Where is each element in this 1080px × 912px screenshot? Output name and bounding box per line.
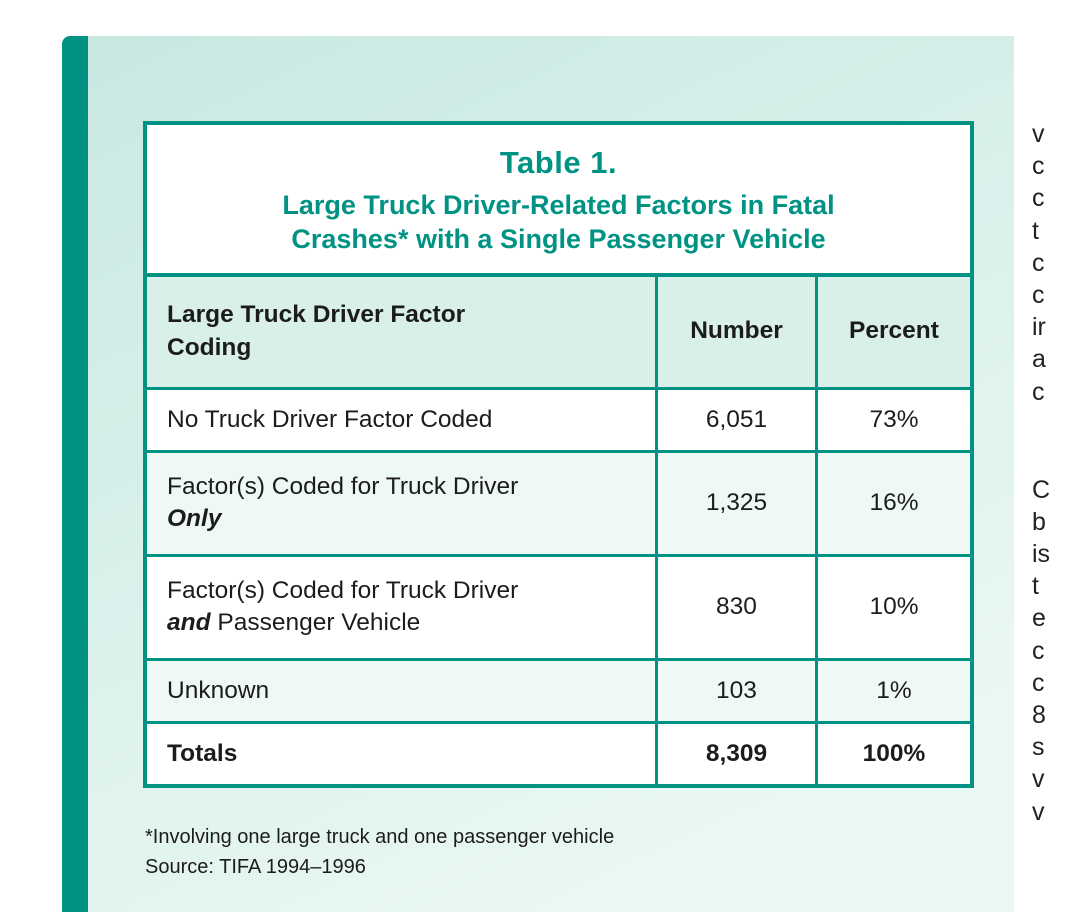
clipped-text-line: v (1032, 765, 1045, 794)
cell-percent: 10% (815, 556, 970, 658)
cell-factor: Factor(s) Coded for Truck Driver and Pas… (147, 557, 655, 658)
clipped-text-line: c (1032, 636, 1045, 665)
cell-number: 103 (655, 660, 815, 722)
cell-percent: 73% (815, 389, 970, 450)
cell-factor-text: Factor(s) Coded for Truck Driver (167, 473, 519, 500)
cell-percent: 1% (815, 660, 970, 722)
cell-number: 1,325 (655, 452, 815, 554)
clipped-text-block: v c c t c c ir a c (1032, 118, 1080, 408)
table-subtitle-line1: Large Truck Driver-Related Factors in Fa… (282, 190, 835, 220)
column-header-factor: Large Truck Driver Factor Coding (147, 277, 655, 387)
table-row: No Truck Driver Factor Coded 6,051 73% (147, 386, 970, 450)
cell-number: 6,051 (655, 389, 815, 450)
table-1: Table 1. Large Truck Driver-Related Fact… (143, 121, 974, 789)
cell-factor-emphasis: and (167, 609, 211, 637)
clipped-text-block: C b is t e c c 8 s v v (1032, 474, 1080, 828)
table-footnotes: *Involving one large truck and one passe… (145, 822, 614, 882)
table-subtitle: Large Truck Driver-Related Factors in Fa… (171, 189, 946, 257)
clipped-text-line: e (1032, 604, 1046, 633)
clipped-text-column: v c c t c c ir a c C b is t e c c 8 s v … (1032, 118, 1080, 828)
cell-factor-text: Factor(s) Coded for Truck Driver (167, 577, 519, 604)
clipped-text-line: t (1032, 216, 1039, 245)
cell-factor-emphasis: Only (167, 505, 222, 533)
table-header-row: Large Truck Driver Factor Coding Number … (147, 276, 970, 387)
footnote-source: Source: TIFA 1994–1996 (145, 856, 366, 878)
clipped-text-line: ir (1032, 313, 1046, 342)
cell-percent: 16% (815, 452, 970, 554)
cell-factor: Factor(s) Coded for Truck Driver Only (147, 453, 655, 554)
table-title: Table 1. (499, 145, 618, 180)
table-row: Factor(s) Coded for Truck Driver and Pas… (147, 553, 970, 658)
clipped-text-line: t (1032, 572, 1039, 601)
clipped-text-line: C (1032, 475, 1051, 504)
clipped-text-line: a (1032, 345, 1046, 374)
cell-totals-percent: 100% (815, 724, 970, 785)
column-header-number: Number (655, 276, 815, 387)
table-title-block: Table 1. Large Truck Driver-Related Fact… (147, 125, 970, 277)
clipped-text-line: c (1032, 668, 1045, 697)
table-row: Factor(s) Coded for Truck Driver Only 1,… (147, 449, 970, 554)
column-header-factor-line2: Coding (167, 333, 252, 361)
cell-factor: No Truck Driver Factor Coded (167, 405, 493, 433)
cell-totals-label: Totals (167, 740, 238, 768)
cell-totals-number: 8,309 (655, 724, 815, 785)
content-panel: Table 1. Large Truck Driver-Related Fact… (88, 36, 1014, 912)
table-totals-row: Totals 8,309 100% (147, 721, 970, 785)
cell-number: 830 (655, 556, 815, 658)
table-subtitle-line2: Crashes* with a Single Passenger Vehicle (291, 223, 826, 254)
clipped-text-line: c (1032, 184, 1045, 213)
footnote-asterisk: *Involving one large truck and one passe… (145, 826, 615, 848)
clipped-text-line: v (1032, 797, 1045, 826)
clipped-text-line: c (1032, 377, 1045, 406)
clipped-text-line: c (1032, 248, 1045, 277)
column-header-percent: Percent (815, 276, 970, 387)
clipped-text-line: c (1032, 280, 1045, 309)
clipped-text-line: v (1032, 120, 1045, 148)
clipped-text-line: c (1032, 152, 1045, 181)
cell-factor-text-rest: Passenger Vehicle (210, 609, 421, 637)
left-accent-bar (62, 36, 88, 912)
table-row: Unknown 103 1% (147, 657, 970, 722)
clipped-text-line: is (1032, 540, 1051, 569)
cell-factor: Unknown (167, 676, 270, 704)
clipped-text-line: 8 (1032, 701, 1046, 729)
clipped-text-line: b (1032, 507, 1046, 536)
column-header-factor-line1: Large Truck Driver Factor (167, 301, 466, 329)
clipped-text-line: s (1032, 733, 1045, 762)
